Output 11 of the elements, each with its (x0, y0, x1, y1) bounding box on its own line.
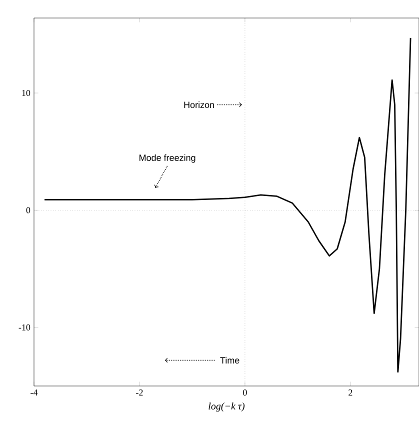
y-tick-label: -10 (18, 324, 30, 330)
y-tick-label: 0 (26, 207, 30, 214)
x-tick-label: -2 (136, 390, 143, 396)
x-tick-label: 0 (243, 390, 247, 396)
x-axis-title: log(−k τ) (208, 402, 245, 412)
x-tick-label: -4 (30, 390, 38, 396)
annotation: Time (220, 356, 240, 364)
x-tick-label: 2 (348, 390, 352, 396)
y-tick-label: 10 (22, 90, 30, 96)
ref-line-label: Horizon (184, 101, 214, 108)
annotation: Mode freezing (140, 154, 196, 163)
